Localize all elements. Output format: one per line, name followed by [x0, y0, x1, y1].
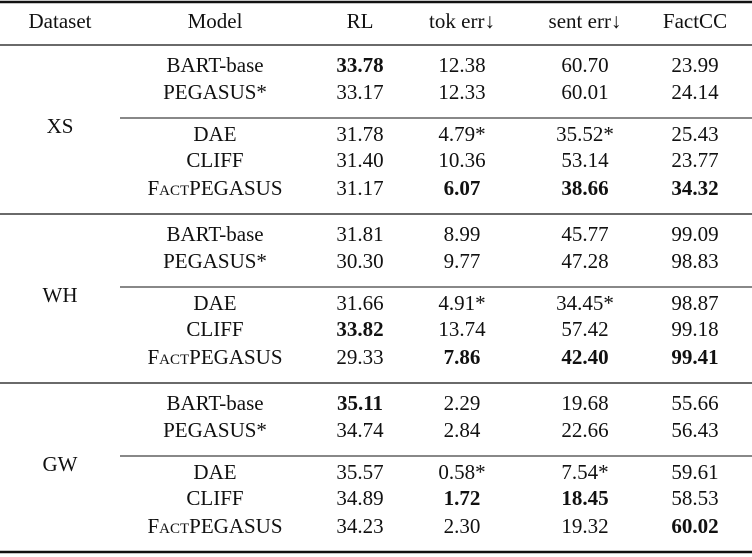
metric-value: 35.57 [336, 460, 383, 484]
metric-value: 42.40 [561, 345, 608, 369]
metric-value: 9.77 [444, 249, 481, 273]
metric-value: 2.30 [444, 514, 481, 538]
model-name: FactPEGASUS [147, 345, 282, 369]
metric-value: 59.61 [671, 460, 718, 484]
model-name: CLIFF [186, 317, 243, 341]
metric-value: 38.66 [561, 176, 608, 200]
model-name: BART-base [166, 53, 263, 77]
column-header: Model [188, 9, 243, 33]
metric-value: 8.99 [444, 222, 481, 246]
metric-value: 7.54* [561, 460, 608, 484]
metric-value: 19.32 [561, 514, 608, 538]
metric-value: 60.01 [561, 80, 608, 104]
model-name: FactPEGASUS [147, 514, 282, 538]
model-name: PEGASUS* [163, 80, 267, 104]
metric-value: 33.82 [336, 317, 383, 341]
metric-value: 1.72 [444, 486, 481, 510]
metric-value: 7.86 [444, 345, 481, 369]
model-name: FactPEGASUS [147, 176, 282, 200]
metric-value: 55.66 [671, 391, 718, 415]
metric-value: 23.77 [671, 148, 718, 172]
metric-value: 30.30 [336, 249, 383, 273]
metric-value: 45.77 [561, 222, 608, 246]
metric-value: 24.14 [671, 80, 719, 104]
metric-value: 34.74 [336, 418, 384, 442]
metric-value: 31.17 [336, 176, 383, 200]
metric-value: 33.78 [336, 53, 383, 77]
metric-value: 98.87 [671, 291, 718, 315]
column-header: sent err↓ [549, 9, 622, 33]
metric-value: 99.09 [671, 222, 718, 246]
model-name: DAE [193, 460, 236, 484]
model-name: DAE [193, 291, 236, 315]
metric-value: 35.52* [556, 122, 614, 146]
metric-value: 56.43 [671, 418, 718, 442]
metric-value: 60.70 [561, 53, 608, 77]
metric-value: 34.89 [336, 486, 383, 510]
metric-value: 12.38 [438, 53, 485, 77]
metric-value: 34.45* [556, 291, 614, 315]
model-name: DAE [193, 122, 236, 146]
metric-value: 18.45 [561, 486, 608, 510]
metric-value: 31.66 [336, 291, 383, 315]
metric-value: 60.02 [671, 514, 718, 538]
metric-value: 47.28 [561, 249, 608, 273]
column-header: Dataset [29, 9, 92, 33]
metric-value: 2.29 [444, 391, 481, 415]
metric-value: 12.33 [438, 80, 485, 104]
metric-value: 99.41 [671, 345, 718, 369]
metric-value: 98.83 [671, 249, 718, 273]
metric-value: 34.32 [671, 176, 718, 200]
column-header: tok err↓ [429, 9, 495, 33]
dataset-label: GW [43, 452, 78, 476]
model-name: PEGASUS* [163, 249, 267, 273]
dataset-label: WH [43, 283, 78, 307]
metric-value: 4.91* [438, 291, 485, 315]
model-name: BART-base [166, 391, 263, 415]
metric-value: 31.40 [336, 148, 383, 172]
metric-value: 2.84 [444, 418, 481, 442]
metric-value: 29.33 [336, 345, 383, 369]
metric-value: 34.23 [336, 514, 383, 538]
metric-value: 31.81 [336, 222, 383, 246]
metric-value: 33.17 [336, 80, 383, 104]
metric-value: 53.14 [561, 148, 609, 172]
metric-value: 19.68 [561, 391, 608, 415]
metric-value: 25.43 [671, 122, 718, 146]
dataset-label: XS [47, 114, 74, 138]
model-name: PEGASUS* [163, 418, 267, 442]
metric-value: 6.07 [444, 176, 481, 200]
metric-value: 99.18 [671, 317, 718, 341]
metric-value: 10.36 [438, 148, 485, 172]
model-name: BART-base [166, 222, 263, 246]
metric-value: 31.78 [336, 122, 383, 146]
metric-value: 22.66 [561, 418, 608, 442]
metric-value: 4.79* [438, 122, 485, 146]
metric-value: 23.99 [671, 53, 718, 77]
model-name: CLIFF [186, 148, 243, 172]
metric-value: 57.42 [561, 317, 608, 341]
metric-value: 13.74 [438, 317, 486, 341]
model-name: CLIFF [186, 486, 243, 510]
metric-value: 0.58* [438, 460, 485, 484]
column-header: RL [347, 9, 374, 33]
column-header: FactCC [663, 9, 727, 33]
metric-value: 35.11 [337, 391, 383, 415]
metric-value: 58.53 [671, 486, 718, 510]
